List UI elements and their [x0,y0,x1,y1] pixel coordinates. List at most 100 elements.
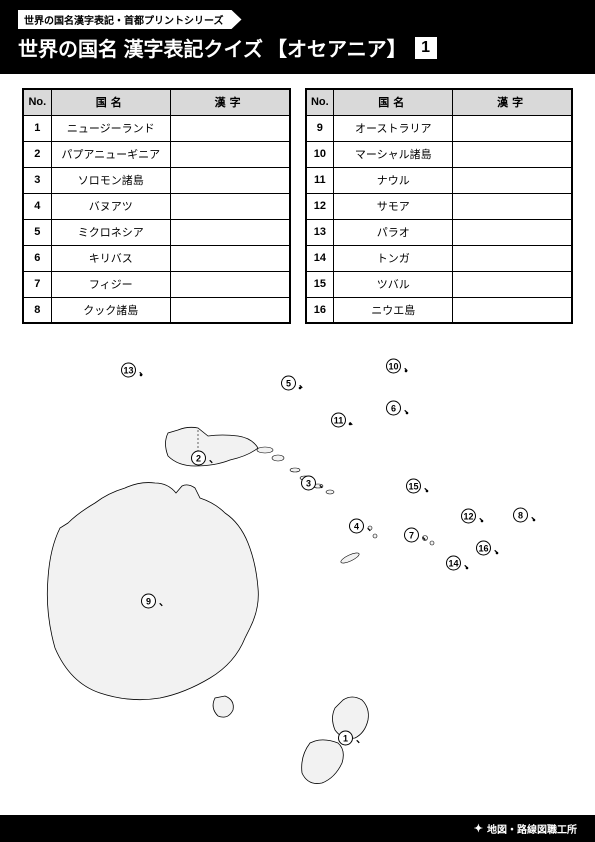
table-row: 2パプアニューギニア [23,141,290,167]
row-country-name: フィジー [51,271,170,297]
row-country-name: ツバル [334,271,453,297]
title-number: 1 [415,37,437,59]
map-marker: 7、 [404,528,432,543]
map-marker: 4、 [349,519,377,534]
table-row: 13パラオ [306,219,573,245]
row-kanji-blank [453,219,572,245]
marker-number: 8 [513,508,528,523]
row-no: 1 [23,115,51,141]
title-region: 【オセアニア】 [267,33,407,62]
left-table: No. 国名 漢字 1ニュージーランド2パプアニューギニア3ソロモン諸島4バヌア… [22,88,291,324]
marker-number: 14 [446,556,461,571]
table-row: 11ナウル [306,167,573,193]
marker-number: 1 [338,731,353,746]
row-country-name: トンガ [334,245,453,271]
marker-pointer: 、 [404,359,414,374]
table-row: 8クック諸島 [23,297,290,323]
row-country-name: パプアニューギニア [51,141,170,167]
row-kanji-blank [453,115,572,141]
marker-number: 5 [281,376,296,391]
row-country-name: ソロモン諸島 [51,167,170,193]
footer-text: 地図・路線図職工所 [487,821,577,836]
marker-pointer: 、 [531,508,541,523]
island-shape [290,468,300,472]
row-no: 15 [306,271,334,297]
map-marker: 6、 [386,401,414,416]
footer: ✦ 地図・路線図職工所 [0,815,595,842]
oceania-map [0,338,595,798]
col-kanji-header: 漢字 [453,89,572,115]
map-area: 1、2、3、4、5、6、7、8、9、10、11、12、13、14、15、16、 [0,338,595,798]
col-kanji-header: 漢字 [170,89,289,115]
marker-pointer: 、 [464,556,474,571]
row-no: 10 [306,141,334,167]
australia-shape [47,483,258,700]
row-country-name: クック諸島 [51,297,170,323]
row-kanji-blank [453,245,572,271]
row-no: 8 [23,297,51,323]
page-title: 世界の国名 漢字表記クイズ 【オセアニア】 1 [18,33,577,62]
row-no: 3 [23,167,51,193]
table-row: 1ニュージーランド [23,115,290,141]
marker-pointer: 、 [299,376,309,391]
row-kanji-blank [453,193,572,219]
table-row: 3ソロモン諸島 [23,167,290,193]
marker-pointer: 、 [159,594,169,609]
row-no: 4 [23,193,51,219]
island-dot [373,534,377,538]
col-no-header: No. [306,89,334,115]
marker-pointer: 、 [479,509,489,524]
table-row: 15ツバル [306,271,573,297]
row-kanji-blank [453,141,572,167]
row-kanji-blank [170,219,289,245]
marker-number: 11 [331,413,346,428]
title-pre: 世界の国名 漢字表記クイズ [18,33,263,62]
map-marker: 13、 [121,363,149,378]
marker-pointer: 、 [422,528,432,543]
row-country-name: ニウエ島 [334,297,453,323]
map-marker: 10、 [386,359,414,374]
marker-pointer: 、 [139,363,149,378]
marker-number: 2 [191,451,206,466]
nz-south-shape [302,740,344,784]
marker-number: 9 [141,594,156,609]
row-no: 13 [306,219,334,245]
row-no: 5 [23,219,51,245]
row-no: 11 [306,167,334,193]
map-marker: 15、 [406,479,434,494]
row-country-name: バヌアツ [51,193,170,219]
marker-number: 3 [301,476,316,491]
row-no: 7 [23,271,51,297]
row-no: 14 [306,245,334,271]
map-marker: 2、 [191,451,219,466]
row-kanji-blank [170,141,289,167]
table-row: 16ニウエ島 [306,297,573,323]
table-row: 5ミクロネシア [23,219,290,245]
map-marker: 5、 [281,376,309,391]
row-kanji-blank [453,167,572,193]
row-country-name: ナウル [334,167,453,193]
row-kanji-blank [170,193,289,219]
row-country-name: キリバス [51,245,170,271]
map-marker: 1、 [338,731,366,746]
marker-pointer: 、 [494,541,504,556]
marker-pointer: 、 [404,401,414,416]
marker-pointer: 、 [349,413,359,428]
map-marker: 3、 [301,476,329,491]
series-label: 世界の国名漢字表記・首都プリントシリーズ [18,10,242,29]
marker-number: 13 [121,363,136,378]
marker-number: 10 [386,359,401,374]
row-no: 6 [23,245,51,271]
table-row: 9オーストラリア [306,115,573,141]
marker-pointer: 、 [209,451,219,466]
tasmania-shape [213,696,233,717]
marker-pointer: 、 [356,731,366,746]
marker-number: 16 [476,541,491,556]
island-shape [272,455,284,461]
marker-pointer: 、 [367,519,377,534]
tables-area: No. 国名 漢字 1ニュージーランド2パプアニューギニア3ソロモン諸島4バヌア… [0,74,595,332]
row-kanji-blank [170,115,289,141]
col-name-header: 国名 [51,89,170,115]
row-kanji-blank [170,245,289,271]
right-table: No. 国名 漢字 9オーストラリア10マーシャル諸島11ナウル12サモア13パ… [305,88,574,324]
